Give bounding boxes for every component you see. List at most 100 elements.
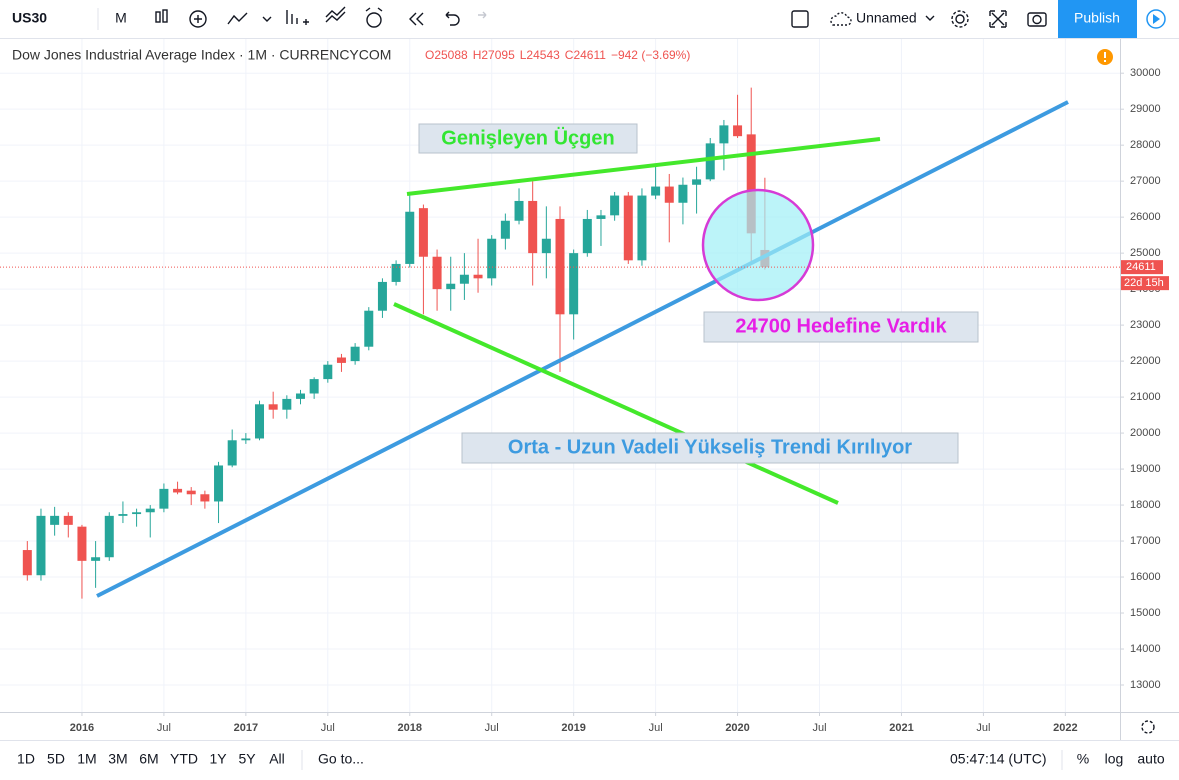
candle-body [309,379,319,394]
candle-body [104,515,114,558]
range-button[interactable]: 1M [77,751,96,767]
candle-body [364,310,374,347]
y-tick-label: 26000 [1130,211,1161,223]
candle-body [733,125,743,137]
camera-icon[interactable] [1032,14,1042,25]
toolbar-icons[interactable] [155,6,1047,28]
candle-body [582,218,592,254]
candle-body [350,346,360,362]
range-button[interactable]: 6M [139,751,158,767]
candle-body [91,557,101,561]
range-button[interactable]: All [269,751,285,767]
undo-icon[interactable] [445,11,460,26]
interval[interactable]: M [115,10,127,26]
candle-body [651,186,661,196]
annotation-box[interactable] [418,123,638,154]
add-icon[interactable] [189,10,207,28]
x-tick-label: 2020 [725,722,749,734]
y-tick-label: 21000 [1130,391,1161,403]
bottom-bar: 1D 5D 1M 3M 6M YTD 1Y 5Y All Go to... 05:47:14 (UT… [17,750,1165,770]
indicator-icon[interactable] [227,12,248,25]
scale-option[interactable]: log [1105,751,1124,767]
scale-option[interactable]: auto [1137,751,1164,767]
y-tick-label: 28000 [1130,139,1161,151]
candle-body [132,512,142,515]
x-tick-label: 2022 [1053,722,1077,734]
candle-body [336,357,346,363]
x-tick-label: 2021 [889,722,913,734]
x-tick-label: Jul [649,722,663,734]
scale-option[interactable]: % [1077,751,1089,767]
range-button[interactable]: 1Y [209,751,227,767]
candle-icon[interactable] [155,11,161,23]
play-icon[interactable] [1146,9,1166,29]
settings-icon[interactable] [955,14,965,24]
templates-icon[interactable] [325,6,346,23]
candle-body [77,526,87,561]
trend-line[interactable] [96,100,1069,598]
x-tick-label: Jul [812,722,826,734]
fullscreen-box[interactable] [791,10,809,28]
target-circle[interactable] [701,188,815,302]
camera-icon[interactable] [1027,12,1047,27]
publish-label[interactable]: Publish [1074,10,1120,26]
candles [22,87,770,599]
y-tick-label: 19000 [1130,463,1161,475]
compare-icon[interactable] [286,10,309,25]
symbol[interactable]: US30 [12,10,47,26]
legend-value: C24611 [565,48,606,62]
candle-body [118,514,128,516]
redo-icon[interactable] [478,11,487,19]
range-button[interactable]: 1D [17,751,35,767]
legend-value: H27095 [473,48,515,62]
y-tick-label: 30000 [1130,67,1161,79]
layout-name[interactable]: Unnamed [856,10,917,26]
settings-icon[interactable] [951,10,969,28]
candle-body [637,195,647,261]
y-tick-label: 14000 [1130,643,1161,655]
lower-wedge-line[interactable] [393,302,839,505]
add-icon[interactable] [194,15,202,23]
cloud-icon[interactable] [830,12,852,26]
candle-body [664,186,674,203]
alert-icon[interactable] [366,12,382,28]
replay-icon[interactable] [409,12,424,26]
axis-settings-icon[interactable] [1141,720,1155,734]
annotation-box[interactable] [703,311,979,343]
annotation-text: Genişleyen Üçgen [441,126,614,149]
range-button[interactable]: 5D [47,751,65,767]
candle-body [459,274,469,284]
x-tick-label: 2018 [398,722,422,734]
y-tick-label: 25000 [1130,247,1161,259]
play-icon [1153,14,1160,24]
info-icon [1104,52,1106,58]
upper-wedge-line[interactable] [406,137,881,196]
annotation-box[interactable] [461,432,959,464]
dropdown-icon[interactable] [925,15,935,21]
range-button[interactable]: 3M [108,751,127,767]
candle-body [623,195,633,261]
last-price-box [1121,260,1163,275]
y-tick-label: 22000 [1130,355,1161,367]
candle-body [555,218,565,315]
alert-icon[interactable] [365,7,383,12]
candle-icon[interactable] [162,9,168,23]
goto-button[interactable]: Go to... [318,751,364,767]
range-button[interactable]: 5Y [238,751,256,767]
countdown-box [1121,276,1169,291]
publish-button[interactable] [1058,0,1137,38]
candle-body [186,490,196,495]
range-button[interactable]: YTD [170,751,198,767]
annotation-text: Orta - Uzun Vadeli Yükseliş Trendi Kırıl… [508,436,912,458]
candle-body [295,393,305,399]
candle-body [214,465,224,502]
expand-icon[interactable] [989,10,1007,28]
candle-body [446,283,456,290]
dropdown-icon[interactable] [262,16,272,22]
y-tick-label: 29000 [1130,103,1161,115]
candle-body [719,125,729,144]
clock: 05:47:14 (UTC) [950,751,1046,767]
candle-body [596,215,606,219]
candle-body [541,238,551,254]
x-tick-label: Jul [976,722,990,734]
